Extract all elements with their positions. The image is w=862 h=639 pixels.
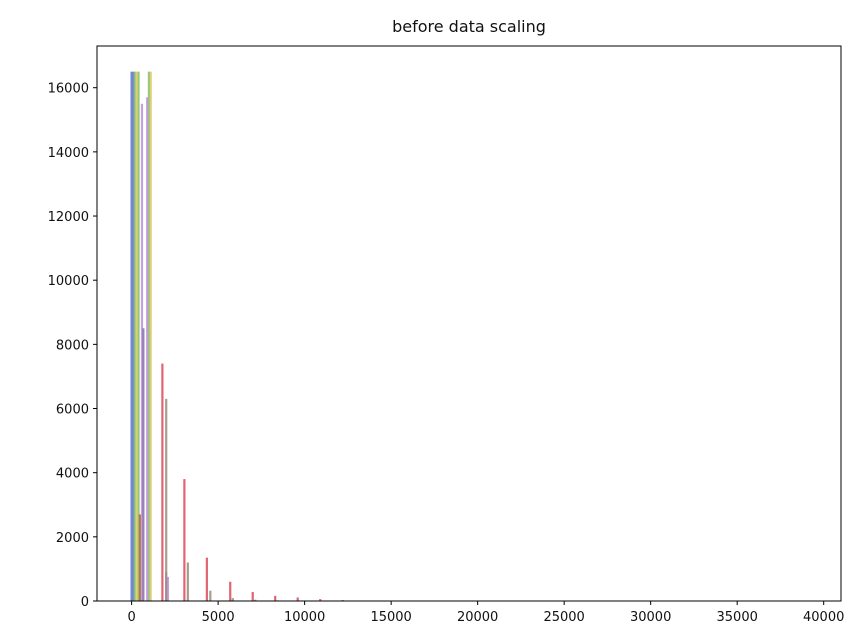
histogram-bar	[146, 97, 149, 601]
histogram-bar	[161, 363, 164, 601]
histogram-bar	[186, 562, 189, 601]
chart-title: before data scaling	[392, 17, 546, 36]
x-tick-label: 15000	[370, 610, 411, 625]
plot-frame	[96, 45, 842, 602]
y-tick-label: 0	[81, 595, 89, 610]
histogram-bar	[254, 599, 257, 601]
x-tick-label: 5000	[202, 610, 235, 625]
histogram-bar	[147, 71, 151, 601]
histogram-bar	[140, 103, 144, 601]
histogram-bar	[319, 599, 322, 601]
histogram-bar	[142, 328, 145, 601]
y-tick-label: 8000	[56, 338, 89, 353]
histogram-bar	[229, 581, 232, 601]
y-tick-label: 6000	[56, 403, 89, 418]
bars-layer	[130, 71, 412, 602]
x-tick-label: 0	[127, 610, 135, 625]
y-tick-label: 4000	[56, 467, 89, 482]
histogram-bar	[231, 598, 234, 601]
histogram-bar	[165, 398, 168, 601]
y-tick-label: 14000	[48, 146, 89, 161]
y-tick-label: 10000	[48, 274, 89, 289]
x-tick-label: 40000	[803, 610, 844, 625]
y-axis: 0 2000 4000 6000 8000 10000 12000 14000 16000	[48, 82, 97, 610]
x-tick-label: 25000	[543, 610, 584, 625]
x-tick-label: 10000	[284, 610, 325, 625]
histogram-bar	[130, 71, 133, 601]
histogram-bar	[296, 597, 299, 601]
histogram-bar	[133, 71, 136, 601]
histogram-bar	[183, 479, 186, 601]
x-tick-label: 30000	[630, 610, 671, 625]
y-tick-label: 12000	[48, 210, 89, 225]
x-axis: 0 5000 10000 15000 20000 25000 30000 35000 40000	[127, 601, 844, 625]
histogram-bar	[166, 576, 170, 601]
y-tick-label: 16000	[48, 82, 89, 97]
histogram-bar	[138, 514, 142, 601]
histogram-bar	[209, 590, 212, 601]
histogram-bar	[274, 595, 277, 601]
x-tick-label: 20000	[457, 610, 498, 625]
histogram-bar	[251, 592, 254, 601]
histogram-bar	[135, 71, 138, 601]
histogram-bar	[205, 557, 208, 601]
y-tick-label: 2000	[56, 531, 89, 546]
x-tick-label: 35000	[717, 610, 758, 625]
histogram-bar	[149, 71, 152, 601]
histogram-bar	[137, 71, 140, 601]
